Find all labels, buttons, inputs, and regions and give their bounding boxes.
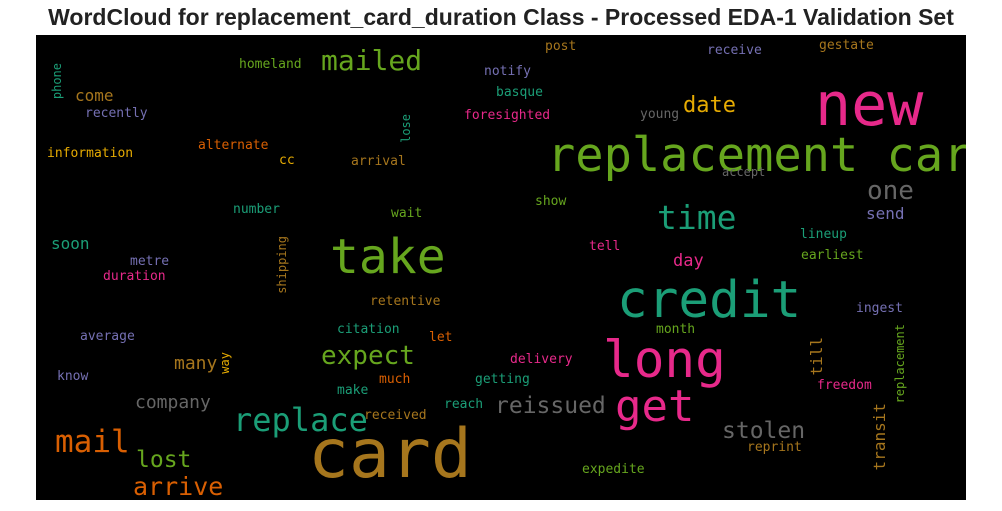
word-basque: basque bbox=[496, 85, 543, 100]
word-delivery: delivery bbox=[510, 352, 573, 367]
word-replacement: replacement bbox=[893, 324, 907, 404]
word-lose: lose bbox=[399, 114, 413, 143]
word-expect: expect bbox=[321, 341, 415, 371]
word-alternate: alternate bbox=[198, 138, 269, 153]
word-post: post bbox=[545, 39, 577, 54]
word-ingest: ingest bbox=[856, 301, 903, 316]
chart-title: WordCloud for replacement_card_duration … bbox=[48, 4, 954, 30]
word-date: date bbox=[683, 93, 736, 118]
word-young: young bbox=[640, 107, 680, 122]
word-information: information bbox=[47, 146, 134, 161]
word-way: way bbox=[218, 352, 232, 374]
word-one: one bbox=[867, 176, 914, 206]
word-receive: receive bbox=[707, 43, 762, 58]
word-know: know bbox=[57, 369, 89, 384]
wordcloud-canvas: new replacement card take credit long card get… bbox=[36, 35, 966, 500]
word-till: till bbox=[807, 337, 826, 376]
word-earliest: earliest bbox=[801, 248, 864, 263]
word-reach: reach bbox=[444, 397, 484, 412]
word-let: let bbox=[429, 330, 453, 345]
word-arrival: arrival bbox=[351, 154, 406, 169]
word-tell: tell bbox=[589, 239, 621, 254]
word-take: take bbox=[330, 229, 446, 285]
word-recently: recently bbox=[85, 106, 148, 121]
word-stolen: stolen bbox=[722, 418, 806, 444]
word-average: average bbox=[80, 329, 135, 344]
word-accept: accept bbox=[722, 165, 766, 179]
word-expedite: expedite bbox=[582, 462, 645, 477]
word-card: card bbox=[308, 415, 472, 494]
word-lineup: lineup bbox=[800, 227, 847, 242]
word-notify: notify bbox=[484, 64, 531, 79]
word-time: time bbox=[657, 198, 737, 237]
word-gestate: gestate bbox=[819, 38, 874, 53]
word-replace: replace bbox=[233, 401, 368, 439]
word-mail: mail bbox=[55, 424, 130, 460]
word-retentive: retentive bbox=[370, 294, 441, 309]
word-show: show bbox=[535, 194, 567, 209]
word-mailed: mailed bbox=[321, 44, 423, 77]
word-duration: duration bbox=[103, 269, 166, 284]
word-shipping: shipping bbox=[275, 236, 289, 294]
word-arrive: arrive bbox=[133, 472, 224, 500]
word-day: day bbox=[673, 251, 704, 271]
word-make: make bbox=[337, 383, 369, 398]
word-citation: citation bbox=[337, 322, 400, 337]
word-number: number bbox=[233, 202, 280, 217]
word-credit: credit bbox=[617, 271, 802, 330]
word-come: come bbox=[75, 86, 114, 105]
word-many: many bbox=[174, 353, 218, 374]
word-long: long bbox=[603, 331, 726, 390]
word-received: received bbox=[364, 408, 427, 423]
word-homeland: homeland bbox=[239, 57, 302, 72]
word-company: company bbox=[135, 392, 211, 413]
word-month: month bbox=[656, 322, 696, 337]
word-replacement-card: replacement card bbox=[547, 128, 966, 183]
word-freedom: freedom bbox=[817, 378, 872, 393]
word-soon: soon bbox=[51, 234, 90, 253]
word-foresighted: foresighted bbox=[464, 108, 551, 123]
word-transit: transit bbox=[870, 403, 889, 471]
word-reissued: reissued bbox=[495, 393, 606, 419]
word-much: much bbox=[379, 372, 411, 387]
word-get: get bbox=[615, 381, 695, 432]
word-wait: wait bbox=[391, 206, 423, 221]
word-metre: metre bbox=[130, 254, 170, 269]
word-lost: lost bbox=[136, 447, 192, 473]
word-send: send bbox=[866, 204, 905, 223]
word-cc: cc bbox=[279, 153, 295, 168]
word-reprint: reprint bbox=[747, 440, 802, 455]
word-getting: getting bbox=[475, 372, 530, 387]
word-phone: phone bbox=[50, 63, 64, 100]
word-new: new bbox=[815, 70, 924, 140]
